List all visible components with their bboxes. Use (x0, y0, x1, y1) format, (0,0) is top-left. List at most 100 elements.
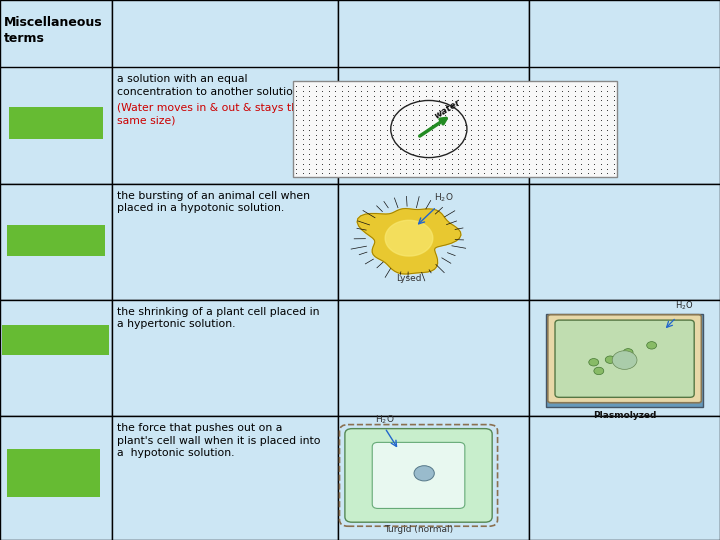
Point (374, 159, 386, 168)
Point (342, 125, 354, 134)
Point (601, 154, 613, 163)
Point (452, 86, 464, 95)
Point (290, 106, 302, 114)
Bar (338, 68, 529, 184)
Point (290, 91, 302, 100)
Text: Plasmolyzed: Plasmolyzed (593, 411, 657, 420)
Point (491, 140, 503, 149)
Point (504, 150, 516, 158)
Point (562, 106, 574, 114)
Point (323, 135, 334, 144)
Point (504, 86, 516, 95)
Bar (112, 68, 338, 184)
Point (439, 169, 451, 178)
Point (536, 130, 548, 139)
Point (452, 101, 464, 110)
Point (394, 116, 405, 124)
Point (446, 135, 457, 144)
Point (459, 111, 470, 119)
Point (452, 140, 464, 149)
Text: a solution with an equal
concentration to another solution: a solution with an equal concentration t… (117, 75, 300, 97)
Point (562, 164, 574, 173)
Point (491, 111, 503, 119)
Point (400, 111, 412, 119)
Point (381, 111, 392, 119)
Point (342, 101, 354, 110)
Point (595, 86, 606, 95)
Point (439, 164, 451, 173)
Point (504, 96, 516, 105)
Point (491, 96, 503, 105)
Point (387, 91, 399, 100)
Point (595, 130, 606, 139)
Point (426, 86, 438, 95)
Point (394, 140, 405, 149)
Point (316, 82, 328, 90)
Point (426, 140, 438, 149)
Point (316, 169, 328, 178)
Text: H$_2$O: H$_2$O (434, 192, 454, 204)
Point (530, 125, 541, 134)
Point (582, 96, 593, 105)
Point (290, 169, 302, 178)
Point (588, 116, 600, 124)
Point (394, 111, 405, 119)
Point (290, 130, 302, 139)
Point (420, 169, 431, 178)
Point (329, 86, 341, 95)
Point (374, 106, 386, 114)
Point (361, 159, 373, 168)
Point (575, 150, 587, 158)
Point (374, 116, 386, 124)
Point (433, 111, 444, 119)
Point (387, 159, 399, 168)
Point (420, 101, 431, 110)
Point (336, 154, 347, 163)
Point (303, 106, 315, 114)
Point (303, 82, 315, 90)
Point (523, 164, 535, 173)
Point (420, 82, 431, 90)
Point (504, 145, 516, 153)
Point (381, 86, 392, 95)
Point (329, 159, 341, 168)
Point (562, 96, 574, 105)
Point (569, 130, 580, 139)
Point (303, 101, 315, 110)
Point (407, 86, 418, 95)
Point (323, 154, 334, 163)
Bar (112, 300, 338, 416)
Point (452, 106, 464, 114)
Point (342, 111, 354, 119)
Point (361, 150, 373, 158)
Point (336, 86, 347, 95)
Point (420, 135, 431, 144)
Point (465, 135, 477, 144)
Point (323, 130, 334, 139)
Point (297, 111, 308, 119)
Point (543, 159, 554, 168)
Point (608, 164, 619, 173)
Point (582, 120, 593, 129)
Point (368, 120, 379, 129)
Point (342, 96, 354, 105)
Point (517, 145, 528, 153)
Point (433, 106, 444, 114)
Point (588, 159, 600, 168)
Point (608, 120, 619, 129)
Point (523, 135, 535, 144)
Point (491, 116, 503, 124)
Point (530, 130, 541, 139)
Point (361, 164, 373, 173)
Bar (112, 0, 338, 68)
Point (310, 169, 321, 178)
Point (588, 101, 600, 110)
Point (498, 106, 509, 114)
Point (569, 116, 580, 124)
Point (420, 130, 431, 139)
Point (310, 164, 321, 173)
Point (536, 140, 548, 149)
Point (394, 159, 405, 168)
Point (575, 154, 587, 163)
Point (608, 130, 619, 139)
